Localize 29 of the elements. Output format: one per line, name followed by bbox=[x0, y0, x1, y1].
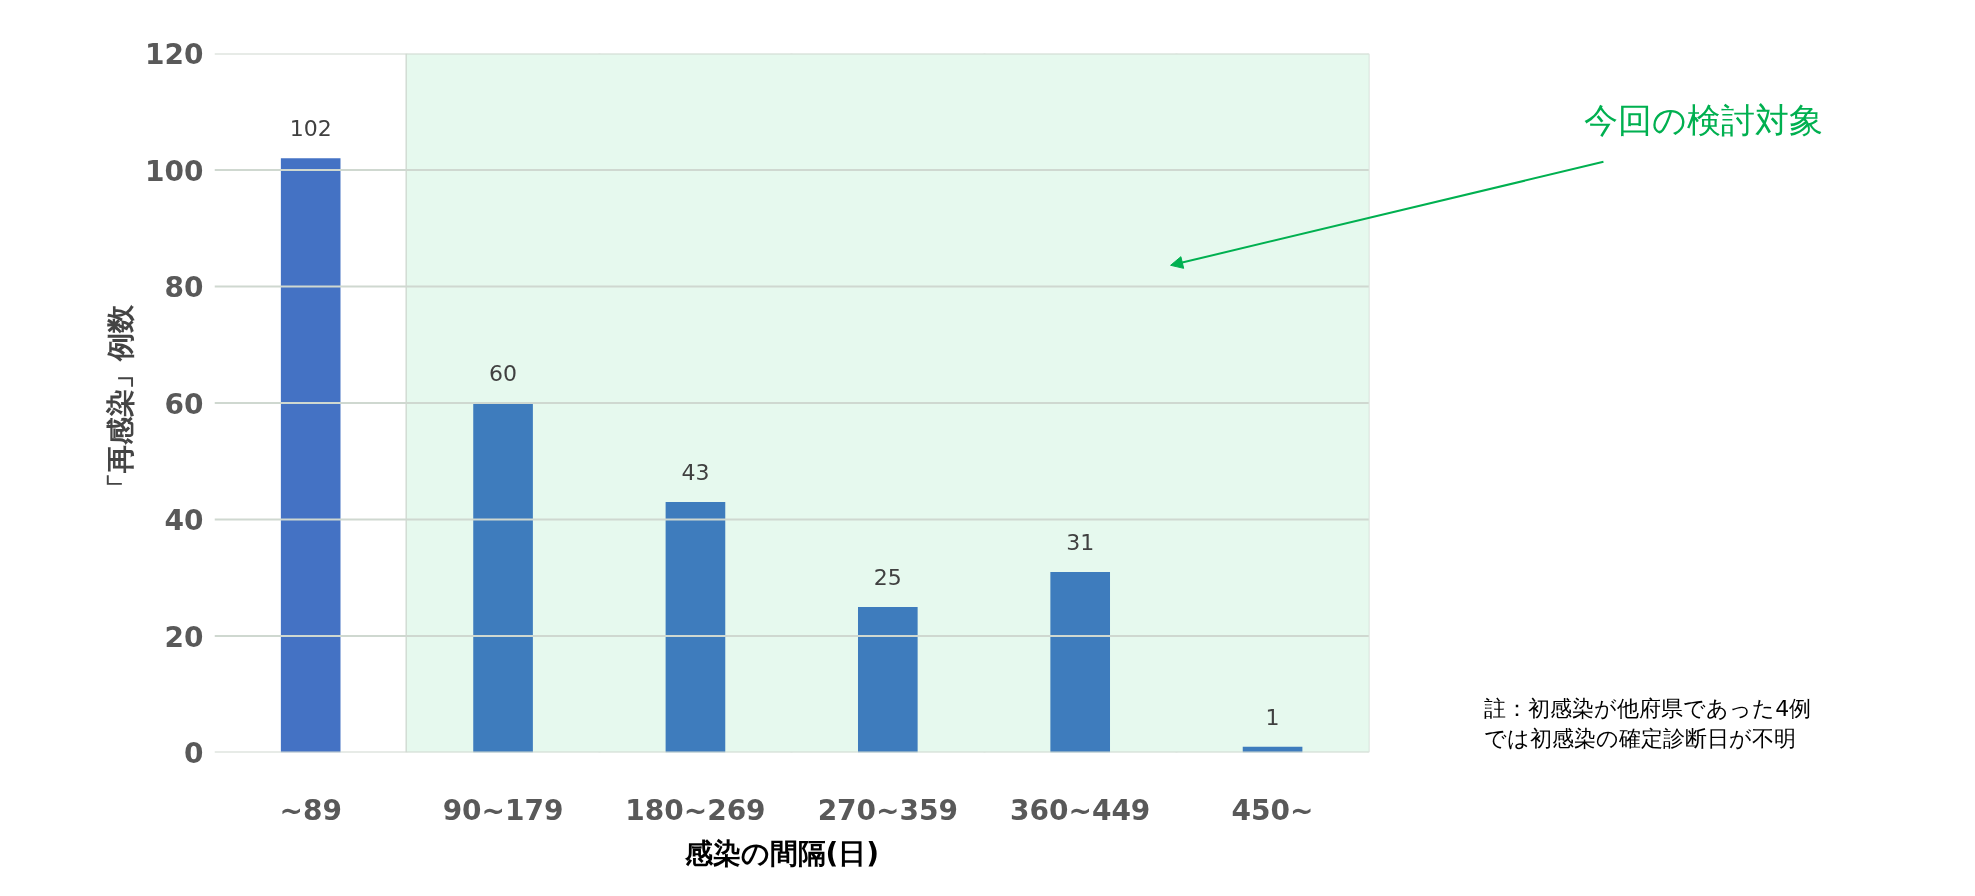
x-tick-label: 270~359 bbox=[817, 793, 958, 827]
y-axis-title: 「再感染」例数 bbox=[104, 304, 138, 501]
bar bbox=[473, 403, 533, 753]
bar bbox=[280, 158, 341, 753]
text: では初感染の確定診断日が不明 bbox=[1484, 725, 1797, 751]
y-tick-label: 80 bbox=[164, 271, 204, 304]
y-tick-label: 40 bbox=[164, 504, 204, 537]
x-tick-label: 90~179 bbox=[442, 793, 564, 827]
text: 註：初感染が他府県であった4例 bbox=[1484, 695, 1812, 721]
data-label: 102 bbox=[289, 116, 332, 142]
x-tick-label: 360~449 bbox=[1010, 793, 1151, 827]
bar bbox=[1050, 571, 1111, 753]
bar bbox=[858, 606, 918, 753]
x-tick-label: ~89 bbox=[279, 793, 342, 827]
data-label: 60 bbox=[489, 361, 518, 386]
y-tick-label: 20 bbox=[164, 620, 204, 654]
data-label: 43 bbox=[681, 460, 710, 486]
band-label: 今回の検討対象 bbox=[1583, 99, 1823, 140]
y-tick-label: 100 bbox=[145, 154, 204, 188]
y-tick-label: 120 bbox=[145, 38, 204, 71]
x-tick-label: 450~ bbox=[1231, 793, 1314, 827]
y-tick-label: 60 bbox=[164, 387, 204, 421]
data-label: 31 bbox=[1066, 529, 1095, 555]
x-tick-label: 180~269 bbox=[625, 793, 766, 827]
y-tick-label: 0 bbox=[184, 737, 204, 770]
data-label: 1 bbox=[1265, 704, 1280, 730]
bar bbox=[665, 502, 726, 753]
data-label: 25 bbox=[873, 564, 902, 590]
x-axis-title: 感染の間隔(日) bbox=[683, 836, 880, 870]
